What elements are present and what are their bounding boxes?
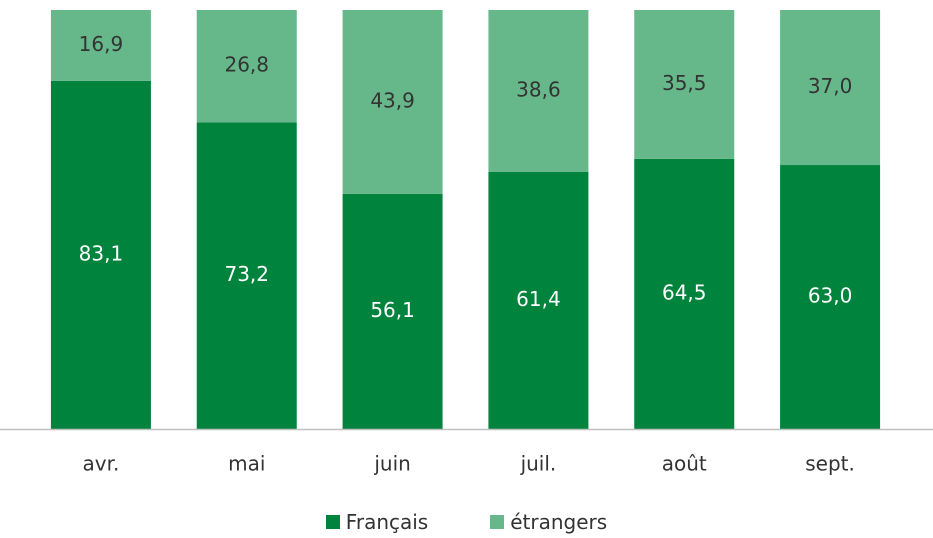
x-tick-labels: avr. mai juin juil. août sept. — [82, 452, 854, 476]
data-label-etrangers-5: 37,0 — [808, 74, 853, 98]
data-label-francais-5: 63,0 — [808, 284, 853, 308]
bar-etrangers-1 — [196, 10, 297, 123]
bar-etrangers-2 — [342, 10, 443, 194]
legend-item-francais: Français — [325, 510, 429, 534]
data-label-etrangers-4: 35,5 — [662, 71, 707, 95]
data-labels-group: 83,1 16,9 73,2 26,8 56,1 43,9 61,4 38,6 64,5 35,5… — [79, 32, 853, 322]
data-label-francais-0: 83,1 — [79, 241, 124, 265]
bar-francais-5 — [780, 165, 881, 429]
bar-etrangers-0 — [50, 10, 151, 81]
bar-etrangers-3 — [488, 10, 589, 172]
data-label-etrangers-0: 16,9 — [79, 32, 124, 56]
bar-francais-1 — [196, 122, 297, 430]
bar-francais-4 — [634, 158, 735, 429]
x-tick-label-4: août — [662, 452, 707, 476]
legend-item-etrangers: étrangers — [490, 510, 607, 534]
bar-etrangers-4 — [634, 10, 735, 159]
bar-francais-3 — [488, 171, 589, 429]
legend: Français étrangers — [0, 510, 933, 534]
x-tick-label-5: sept. — [805, 452, 855, 476]
legend-label-etrangers: étrangers — [510, 510, 608, 534]
data-label-francais-3: 61,4 — [516, 287, 561, 311]
bar-francais-0 — [50, 80, 151, 429]
x-tick-label-3: juil. — [520, 452, 557, 476]
legend-swatch-etrangers — [490, 515, 505, 529]
bar-francais-2 — [342, 193, 443, 429]
data-label-francais-4: 64,5 — [662, 280, 707, 304]
data-label-etrangers-2: 43,9 — [370, 88, 415, 112]
data-label-etrangers-1: 26,8 — [224, 53, 269, 77]
data-label-francais-2: 56,1 — [370, 298, 415, 322]
bars-group — [50, 10, 881, 430]
legend-label-francais: Français — [345, 510, 429, 534]
x-tick-label-0: avr. — [82, 452, 119, 476]
bar-etrangers-5 — [780, 10, 881, 166]
data-label-francais-1: 73,2 — [224, 262, 269, 286]
x-tick-label-2: juin — [373, 452, 410, 476]
x-tick-label-1: mai — [228, 452, 265, 476]
legend-swatch-francais — [325, 515, 340, 529]
data-label-etrangers-3: 38,6 — [516, 77, 561, 101]
